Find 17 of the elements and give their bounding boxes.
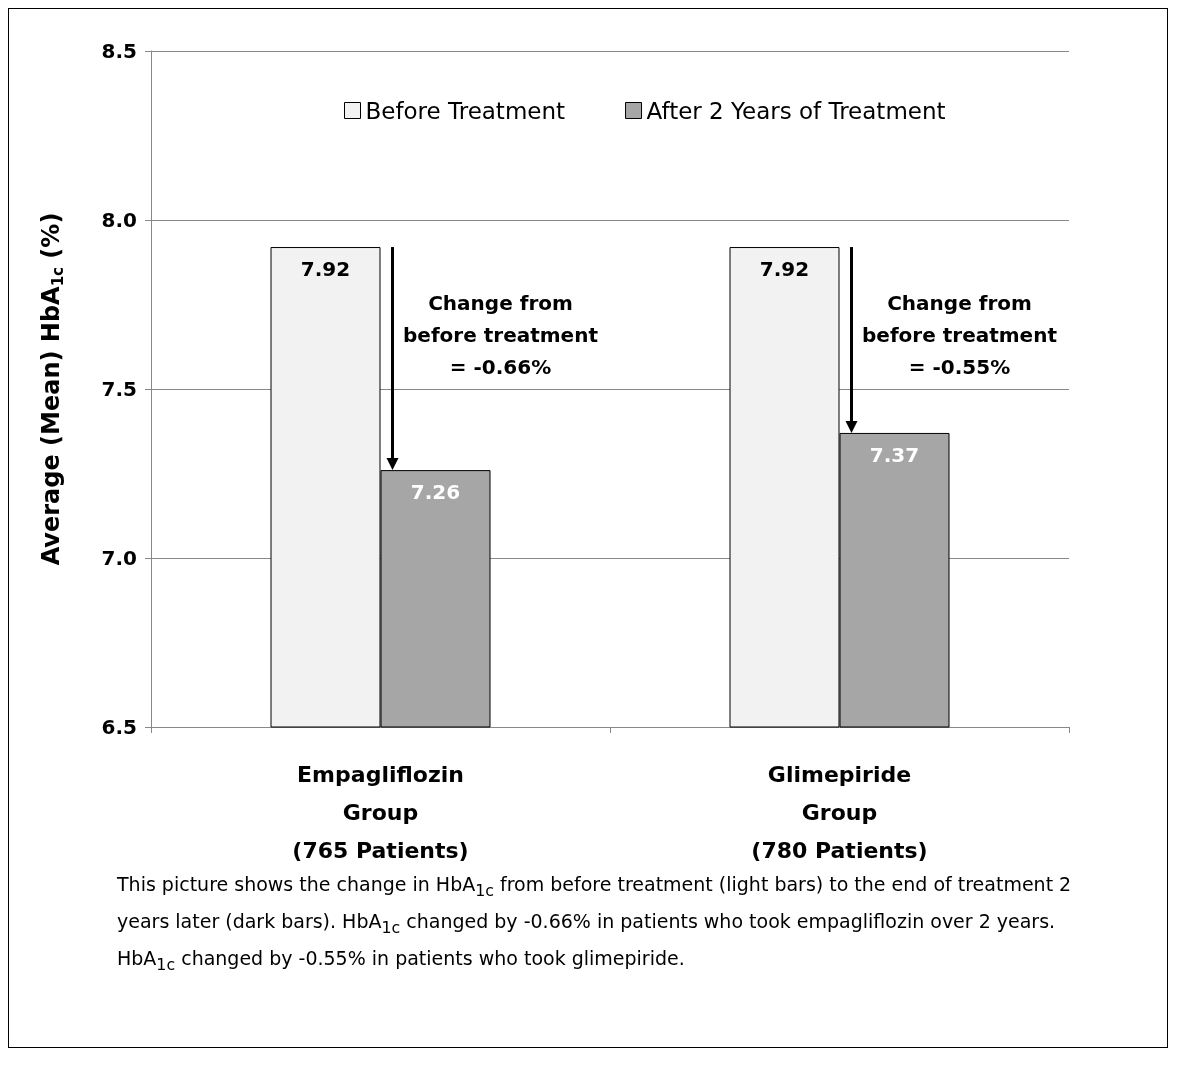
legend-label: After 2 Years of Treatment <box>646 97 946 124</box>
y-axis-title: Average (Mean) HbA1c (%) <box>36 212 67 566</box>
x-tick-label: Empagliflozin Group (765 Patients) <box>292 761 469 863</box>
y-tick-label: 8.0 <box>101 208 137 232</box>
annotation: Change from before treatment = -0.55% <box>862 290 1058 379</box>
annotation: Change from before treatment = -0.66% <box>403 290 599 379</box>
data-label: 7.26 <box>410 480 461 505</box>
data-label: 7.92 <box>759 257 810 282</box>
y-tick-label: 7.0 <box>101 546 137 570</box>
data-label: 7.92 <box>300 257 351 282</box>
y-tick-label: 6.5 <box>101 715 137 739</box>
legend-label: Before Treatment <box>365 97 566 124</box>
text: This picture shows the change in HbA$_{1c}$ from before treatment (light bars) to the end of treatment 2 years later (dark bars). HbA$_{1c}$ changed by -0.66% in patients who took empagliflozin over 2 years. HbA$_{1c}$ changed by -0.55% in patients who took glimepiride. <box>117 873 1072 974</box>
y-tick-label: 7.5 <box>101 377 137 401</box>
x-tick-label: Glimepiride Group (780 Patients) <box>751 761 928 863</box>
y-tick-label: 8.5 <box>101 39 137 63</box>
data-label: 7.37 <box>869 442 920 467</box>
